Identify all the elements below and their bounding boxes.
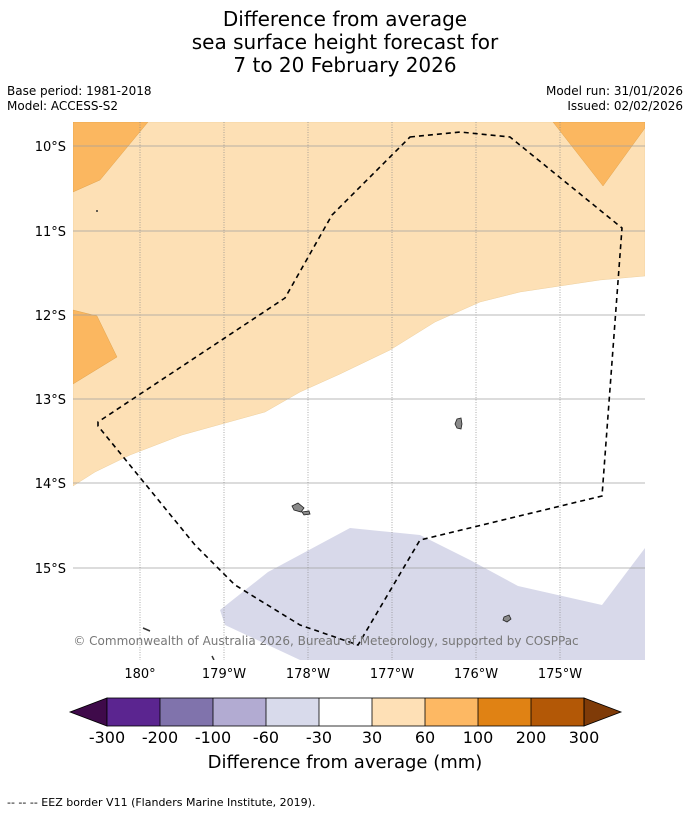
lon-label: 176°W — [454, 667, 498, 682]
colorbar-segment — [160, 698, 213, 726]
colorbar-segment — [319, 698, 372, 726]
colorbar-segment — [531, 698, 584, 726]
colorbar-segment — [213, 698, 266, 726]
chart-title: Difference from average sea surface heig… — [0, 8, 690, 77]
lon-label: 177°W — [370, 667, 414, 682]
islet-south — [211, 655, 215, 660]
anomaly-patch-60-100-northeast — [552, 122, 645, 187]
colorbar-segment — [266, 698, 319, 726]
colorbar-tick-label: 100 — [462, 728, 494, 747]
lat-label: 11°S — [35, 225, 66, 240]
anomaly-region-30-60 — [73, 122, 645, 487]
colorbar-tick-label: 60 — [414, 728, 436, 747]
colorbar-low-extension — [68, 697, 108, 727]
meta-right: Model run: 31/01/2026 Issued: 02/02/2026 — [546, 84, 683, 114]
colorbar-tick-label: -30 — [305, 728, 333, 747]
lat-label: 14°S — [35, 477, 66, 492]
colorbar-segment — [372, 698, 425, 726]
colorbar-outline — [106, 697, 585, 727]
colorbar-tick-label: -200 — [141, 728, 179, 747]
colorbar — [68, 697, 623, 727]
colorbar-segment — [425, 698, 478, 726]
lat-label: 12°S — [35, 309, 66, 324]
island-southeast — [502, 614, 512, 623]
lon-label: 180° — [124, 667, 155, 682]
model-run: Model run: 31/01/2026 — [545, 84, 683, 98]
lon-label: 178°W — [286, 667, 330, 682]
base-period: Base period: 1981-2018 — [7, 84, 152, 98]
lon-label: 175°W — [538, 667, 582, 682]
anomaly-patch-60-100-northwest — [73, 122, 149, 193]
map-panel: © Commonwealth of Australia 2026, Bureau… — [73, 122, 645, 660]
colorbar-tick-label: 200 — [515, 728, 547, 747]
land-islands — [96, 210, 512, 660]
longitude-labels: 180° 179°W 178°W 177°W 176°W 175°W — [124, 667, 582, 682]
latitude-gridlines — [73, 145, 645, 569]
title-line-2: sea surface height forecast for — [191, 30, 499, 54]
copyright-text: © Commonwealth of Australia 2026, Bureau… — [73, 634, 578, 648]
island-southwest-b — [301, 510, 311, 516]
colorbar-high-extension — [583, 697, 623, 727]
colorbar-tick-label: -300 — [88, 728, 126, 747]
island-southwest-a — [291, 502, 305, 513]
colorbar-dividers — [106, 697, 585, 727]
title-line-3: 7 to 20 February 2026 — [233, 53, 457, 77]
model-name: Model: ACCESS-S2 — [7, 99, 119, 113]
eez-footnote: -- -- -- EEZ border V11 (Flanders Marine… — [7, 796, 316, 809]
eez-border — [97, 131, 623, 646]
meta-left: Base period: 1981-2018 Model: ACCESS-S2 — [7, 84, 152, 114]
anomaly-region-minus60-minus30 — [220, 528, 645, 660]
island-central — [454, 417, 463, 430]
lon-label: 179°W — [202, 667, 246, 682]
islet-west — [142, 627, 151, 632]
title-line-1: Difference from average — [222, 7, 468, 31]
colorbar-labels: -300 -200 -100 -60 -30 30 60 100 200 300 — [0, 728, 690, 748]
lat-label: 10°S — [35, 140, 66, 155]
colorbar-tick-label: 30 — [361, 728, 383, 747]
colorbar-tick-label: -60 — [252, 728, 280, 747]
colorbar-segment — [107, 698, 160, 726]
colorbar-title: Difference from average (mm) — [207, 752, 483, 773]
anomaly-patch-60-100-west — [73, 309, 118, 385]
longitude-gridlines — [139, 122, 561, 660]
colorbar-tick-label: 300 — [568, 728, 600, 747]
issued-date: Issued: 02/02/2026 — [567, 99, 683, 113]
lat-label: 13°S — [35, 393, 66, 408]
lat-label: 15°S — [35, 562, 66, 577]
latitude-labels: 10°S 11°S 12°S 13°S 14°S 15°S — [35, 140, 66, 577]
islet-northwest — [96, 210, 98, 212]
colorbar-tick-label: -100 — [194, 728, 232, 747]
colorbar-segment — [478, 698, 531, 726]
